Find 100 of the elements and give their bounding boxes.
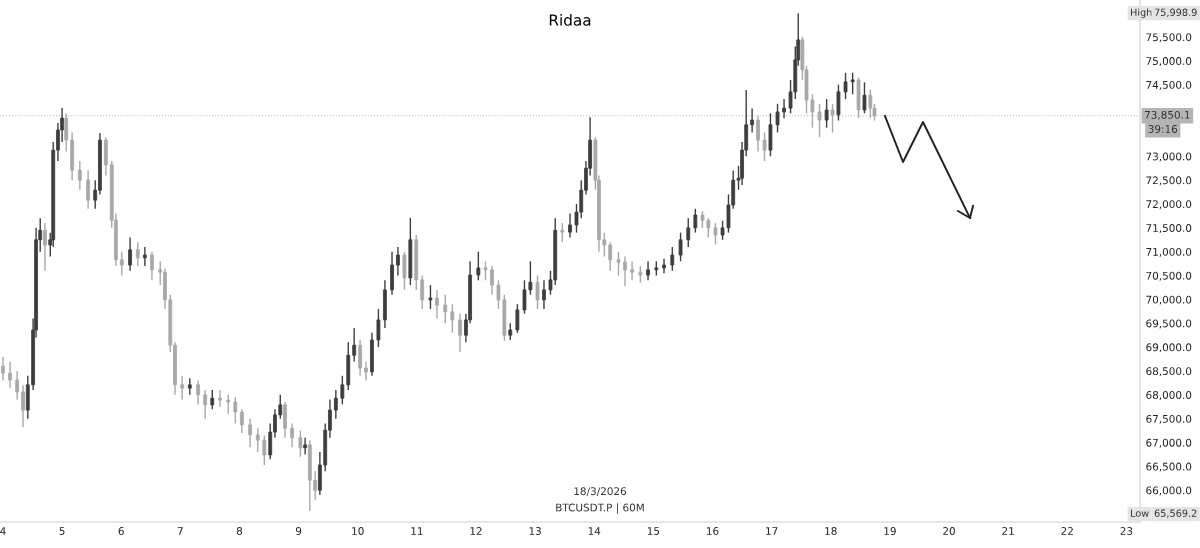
x-tick-label: 8: [236, 527, 243, 535]
candlestick: [283, 401, 287, 439]
candlestick: [15, 370, 20, 401]
candlestick: [196, 379, 200, 406]
x-tick-label: 11: [411, 527, 423, 535]
x-tick-label: 13: [529, 527, 541, 535]
candlestick: [458, 313, 462, 353]
candlestick: [670, 246, 675, 272]
x-tick-label: 22: [1061, 527, 1073, 535]
x-tick-label: 7: [177, 527, 183, 535]
candlestick: [686, 217, 691, 248]
y-tick-label: 66,000.0: [1146, 486, 1192, 496]
annotation: High: [1130, 8, 1152, 18]
candlestick: [750, 107, 755, 134]
candlestick: [376, 308, 381, 348]
y-tick-label: 67,500.0: [1146, 414, 1192, 424]
candlestick: [119, 251, 124, 277]
y-tick-label: 74,500.0: [1146, 80, 1192, 90]
x-tick-label: 10: [352, 527, 364, 535]
x-tick-label: 20: [943, 527, 955, 535]
candlestick: [135, 241, 140, 267]
text: Ridaa: [549, 13, 591, 26]
candlestick: [476, 251, 481, 282]
candlestick: [435, 289, 439, 320]
x-tick-label: 9: [295, 527, 302, 535]
x-tick-label: 16: [707, 527, 719, 535]
candlestick: [616, 251, 621, 277]
candlestick: [1, 355, 5, 382]
candlestick: [303, 437, 307, 456]
candlestick: [662, 258, 666, 274]
x-tick-label: 19: [884, 527, 896, 535]
annotation: 18/3/2026: [574, 487, 627, 496]
candlestick: [352, 327, 357, 363]
candlestick: [862, 81, 867, 115]
y-tick-label: 67,000.0: [1146, 438, 1192, 448]
candlestick: [203, 389, 208, 420]
annotation: Low: [1130, 509, 1149, 517]
candlestick: [713, 222, 718, 246]
x-tick-label: 12: [470, 527, 482, 535]
candlestick: [180, 375, 185, 401]
candlestick: [630, 260, 634, 282]
candlestick: [762, 131, 767, 162]
candlestick: [396, 246, 400, 277]
candlestick: [775, 103, 780, 134]
text: 65,569.2: [1154, 509, 1197, 518]
text: 39:16: [1148, 125, 1178, 133]
x-tick-label: 21: [1002, 527, 1014, 535]
y-tick-label: 70,000.0: [1146, 295, 1192, 305]
candlestick: [298, 429, 303, 458]
candlestick: [64, 112, 69, 153]
candlestick: [210, 389, 215, 410]
candlestick: [43, 222, 47, 272]
y-tick-label: 75,000.0: [1146, 57, 1192, 67]
candlestick: [428, 284, 433, 310]
candlestick: [333, 389, 338, 420]
candlestick: [358, 339, 362, 377]
candlestick: [128, 236, 132, 272]
candlestick: [340, 375, 345, 406]
candlestick: [86, 169, 90, 210]
y-tick-label: 71,500.0: [1146, 224, 1192, 234]
y-tick-label: 75,500.0: [1146, 33, 1192, 43]
candlestick: [21, 384, 25, 428]
y-tick-label: 70,500.0: [1146, 271, 1192, 281]
candlestick: [782, 98, 786, 119]
candlestick: [262, 434, 267, 466]
candlestick: [623, 255, 627, 287]
y-tick-label: 69,000.0: [1146, 343, 1192, 353]
candlestick: [560, 222, 565, 243]
candlestick: [150, 251, 154, 282]
x-tick-label: 6: [118, 527, 124, 535]
candlestick: [233, 396, 238, 425]
candlestick: [830, 103, 835, 134]
x-tick-label: 17: [766, 527, 778, 535]
y-tick-label: 66,500.0: [1146, 462, 1192, 472]
y-tick-label: 69,500.0: [1146, 319, 1192, 329]
y-tick-label: 73,000.0: [1146, 152, 1192, 162]
candlestick: [255, 427, 260, 453]
x-tick-label: 15: [647, 527, 660, 535]
x-tick-label: 18: [825, 527, 837, 535]
candlestick: [402, 251, 407, 291]
x-tick-label: 5: [59, 527, 65, 535]
candlestick: [678, 231, 683, 262]
candlestick: [218, 389, 222, 408]
candlestick: [515, 303, 520, 334]
candlestick: [420, 274, 425, 310]
candlestick: [443, 293, 448, 324]
candlestick: [490, 265, 494, 296]
candlestick: [248, 417, 253, 449]
candlestick: [535, 274, 540, 310]
x-tick-label: 4: [0, 527, 6, 535]
candlestick: [239, 408, 244, 434]
x-tick-label: 23: [1120, 527, 1133, 535]
candlestick: [8, 360, 12, 389]
candlestick: [142, 246, 147, 267]
candlestick: [568, 212, 572, 239]
candlestick: [364, 360, 368, 382]
candlestick: [868, 88, 873, 119]
candlestick: [850, 72, 855, 95]
text: 75,998.9: [1154, 8, 1197, 17]
candlestick: [756, 115, 760, 153]
